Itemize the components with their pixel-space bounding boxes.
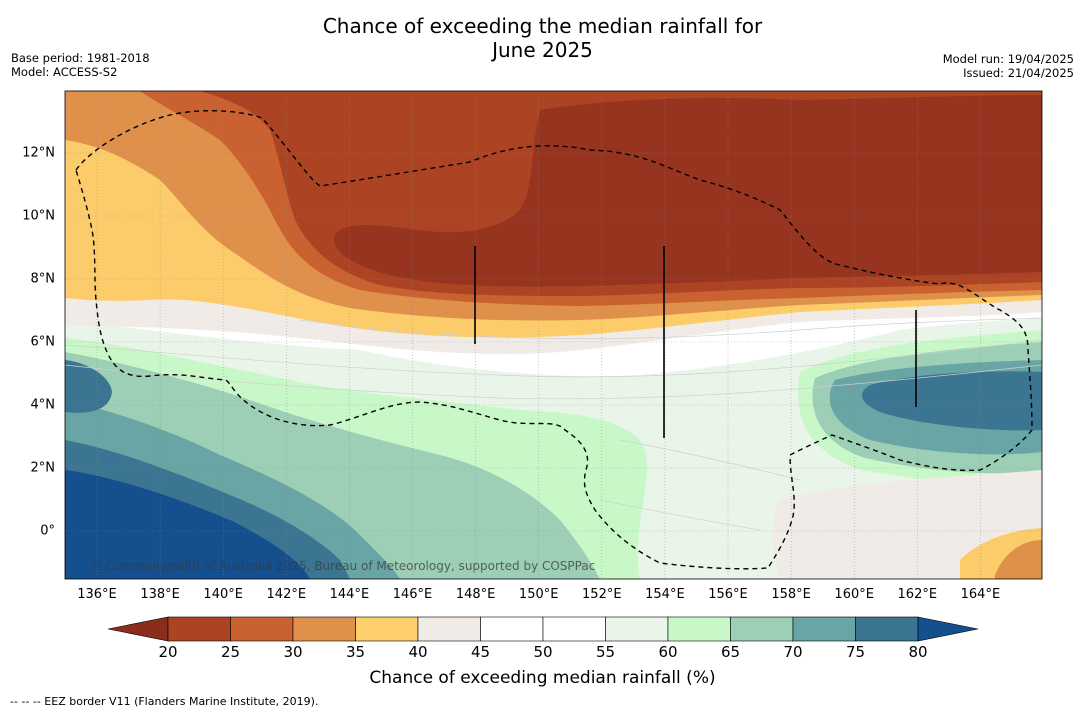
- colorbar: [107, 616, 979, 642]
- y-tick-label: 8°N: [30, 271, 56, 287]
- x-tick-label: 138°E: [140, 587, 180, 602]
- colorbar-segment: [167, 616, 231, 642]
- title-line-1: Chance of exceeding the median rainfall …: [322, 14, 763, 38]
- base-period: Base period: 1981-2018: [11, 51, 150, 65]
- colorbar-tick-label: 35: [345, 643, 366, 661]
- y-tick-label: 2°N: [30, 460, 56, 476]
- colorbar-segment: [605, 616, 669, 642]
- x-tick-label: 164°E: [960, 587, 1001, 602]
- colorbar-tick-label: 25: [220, 643, 241, 661]
- meta-right: Model run: 19/04/2025 Issued: 21/04/2025: [943, 52, 1074, 80]
- colorbar-high-arrow: [917, 616, 979, 642]
- issued-date: Issued: 21/04/2025: [963, 66, 1074, 80]
- y-tick-label: 6°N: [30, 334, 56, 350]
- colorbar-segment: [855, 616, 919, 642]
- colorbar-tick-label: 55: [595, 643, 616, 661]
- colorbar-segment: [730, 616, 794, 642]
- colorbar-segment: [542, 616, 606, 642]
- colorbar-tick-label: 65: [720, 643, 741, 661]
- title-line-2: June 2025: [492, 38, 593, 62]
- colorbar-segment: [792, 616, 856, 642]
- colorbar-segment: [355, 616, 419, 642]
- colorbar-tick-label: 80: [908, 643, 928, 661]
- x-tick-label: 152°E: [582, 587, 622, 602]
- model-name: Model: ACCESS-S2: [11, 65, 118, 79]
- x-tick-label: 136°E: [77, 587, 117, 602]
- copyright-credit: © Commonwealth of Australia 2025, Bureau…: [90, 559, 596, 573]
- colorbar-tick-label: 45: [470, 643, 491, 661]
- colorbar-tick-label: 75: [845, 643, 866, 661]
- colorbar-segment: [417, 616, 481, 642]
- eez-footnote: -- -- -- EEZ border V11 (Flanders Marine…: [10, 695, 319, 708]
- x-tick-label: 140°E: [203, 587, 243, 602]
- eez-markers: [474, 246, 917, 438]
- colorbar-segment: [292, 616, 356, 642]
- region-80-plus-east: [861, 371, 1042, 431]
- y-tick-label: 12°N: [22, 145, 55, 161]
- model-run: Model run: 19/04/2025: [942, 52, 1074, 66]
- x-tick-label: 154°E: [645, 587, 685, 602]
- x-tick-label: 142°E: [266, 587, 307, 602]
- colorbar-low-arrow: [107, 616, 169, 642]
- grid-lines: [65, 91, 1042, 579]
- y-tick-label: 0°: [40, 523, 55, 539]
- map-title: Chance of exceeding the median rainfall …: [0, 14, 1085, 62]
- x-tick-label: 158°E: [771, 587, 811, 602]
- colorbar-segment: [480, 616, 544, 642]
- region-35-40-se: [995, 540, 1042, 579]
- x-tick-label: 160°E: [834, 587, 874, 602]
- y-tick-label: 4°N: [30, 397, 56, 413]
- rainfall-probability-field: [65, 91, 1042, 579]
- colorbar-tick-label: 70: [783, 643, 803, 661]
- x-tick-label: 144°E: [329, 587, 370, 602]
- region-80-plus-west-blob: [65, 360, 112, 413]
- colorbar-tick-label: 30: [283, 643, 303, 661]
- region-20-25: [334, 95, 1042, 287]
- meta-left: Base period: 1981-2018 Model: ACCESS-S2: [11, 51, 150, 79]
- map-frame: [64, 90, 1043, 580]
- x-tick-label: 148°E: [455, 587, 496, 602]
- colorbar-segment: [667, 616, 731, 642]
- colorbar-tick-label: 40: [408, 643, 428, 661]
- x-tick-label: 156°E: [708, 587, 748, 602]
- x-tick-label: 162°E: [897, 587, 938, 602]
- colorbar-tick-label: 20: [158, 643, 178, 661]
- colorbar-tick-label: 60: [658, 643, 678, 661]
- region-85-plus: [65, 470, 310, 579]
- colorbar-segment: [230, 616, 294, 642]
- y-tick-label: 10°N: [22, 208, 55, 224]
- colorbar-tick-label: 50: [533, 643, 553, 661]
- x-tick-label: 150°E: [518, 587, 559, 602]
- x-tick-label: 146°E: [392, 587, 433, 602]
- colorbar-label: Chance of exceeding median rainfall (%): [369, 668, 716, 688]
- contour-lines: [65, 317, 1042, 531]
